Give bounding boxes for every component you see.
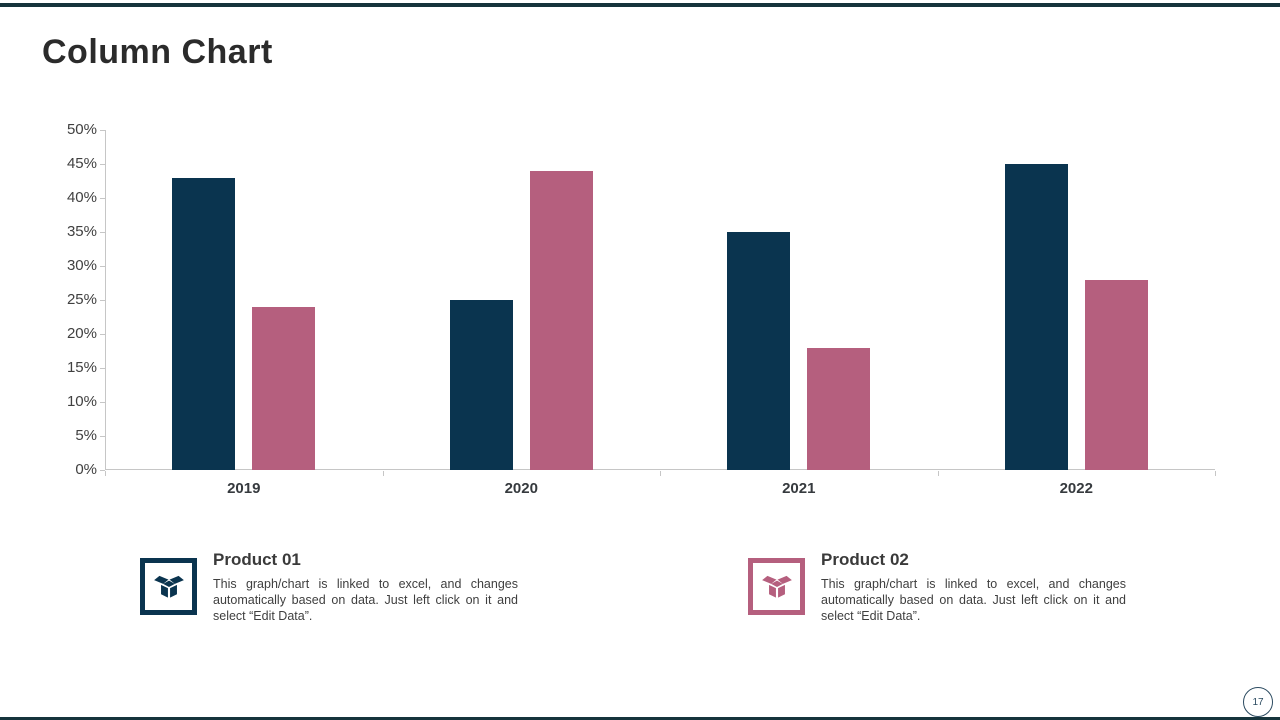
bar-group-2020 bbox=[383, 130, 661, 470]
bottom-accent-rule bbox=[0, 717, 1280, 720]
bar-product-02-2020[interactable] bbox=[529, 170, 593, 470]
page-title: Column Chart bbox=[42, 33, 273, 71]
y-tick-label: 25% bbox=[66, 291, 97, 308]
page-number: 17 bbox=[1252, 696, 1264, 708]
legend-description: This graph/chart is linked to excel, and… bbox=[821, 577, 1126, 623]
x-axis-label-2019: 2019 bbox=[227, 480, 261, 497]
bar-group-2022 bbox=[938, 130, 1216, 470]
bar-product-02-2021[interactable] bbox=[807, 347, 871, 470]
y-tick-mark bbox=[100, 300, 105, 301]
y-tick-label: 45% bbox=[66, 155, 97, 172]
bar-group-2021 bbox=[660, 130, 938, 470]
bar-product-01-2021[interactable] bbox=[727, 232, 791, 470]
y-tick-label: 15% bbox=[66, 359, 97, 376]
bar-product-01-2020[interactable] bbox=[449, 300, 513, 470]
open-box-icon bbox=[140, 558, 197, 615]
y-tick-mark bbox=[100, 368, 105, 369]
bar-product-01-2019[interactable] bbox=[172, 177, 236, 470]
y-tick-mark bbox=[100, 232, 105, 233]
y-tick-mark bbox=[100, 164, 105, 165]
bar-groups bbox=[105, 130, 1215, 470]
y-tick-label: 10% bbox=[66, 393, 97, 410]
legend-title: Product 02 bbox=[821, 550, 909, 569]
y-tick-label: 0% bbox=[75, 461, 97, 478]
y-tick-mark bbox=[100, 436, 105, 437]
legend-description: This graph/chart is linked to excel, and… bbox=[213, 577, 518, 623]
page-number-badge: 17 bbox=[1243, 687, 1273, 717]
x-axis-label-2021: 2021 bbox=[782, 480, 816, 497]
x-axis-label-2022: 2022 bbox=[1059, 480, 1093, 497]
x-tick-mark bbox=[1215, 471, 1216, 476]
y-tick-mark bbox=[100, 402, 105, 403]
bar-group-2019 bbox=[105, 130, 383, 470]
y-tick-mark bbox=[100, 266, 105, 267]
y-tick-label: 5% bbox=[75, 427, 97, 444]
y-tick-label: 50% bbox=[66, 121, 97, 138]
x-axis-labels: 2019 2020 2021 2022 bbox=[105, 480, 1215, 497]
x-tick-mark bbox=[660, 471, 661, 476]
open-box-icon bbox=[748, 558, 805, 615]
x-axis-label-2020: 2020 bbox=[504, 480, 538, 497]
legend-title: Product 01 bbox=[213, 550, 301, 569]
plot-area[interactable] bbox=[105, 130, 1215, 470]
x-tick-mark bbox=[382, 471, 384, 476]
y-tick-mark bbox=[100, 334, 105, 335]
bar-product-02-2022[interactable] bbox=[1084, 279, 1148, 470]
bar-product-01-2022[interactable] bbox=[1004, 164, 1068, 470]
y-tick-mark bbox=[100, 198, 105, 199]
x-tick-mark bbox=[937, 471, 939, 476]
y-tick-mark bbox=[100, 470, 105, 471]
bar-product-02-2019[interactable] bbox=[252, 306, 316, 470]
y-tick-label: 30% bbox=[66, 257, 97, 274]
column-chart[interactable]: 0% 5% 10% 15% 20% 25% 30% 35% 40% 45% 50% 2019 2020… bbox=[0, 0, 1280, 520]
y-tick-mark bbox=[100, 130, 105, 131]
y-tick-label: 40% bbox=[66, 189, 97, 206]
y-tick-label: 35% bbox=[66, 223, 97, 240]
top-accent-rule bbox=[0, 3, 1280, 7]
x-tick-mark bbox=[105, 471, 106, 476]
y-tick-label: 20% bbox=[66, 325, 97, 342]
